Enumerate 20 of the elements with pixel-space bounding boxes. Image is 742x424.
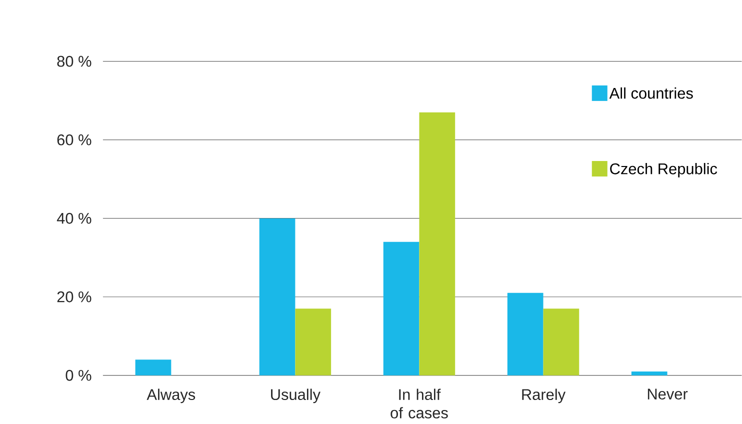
x-tick-label: Never bbox=[648, 388, 688, 400]
bar bbox=[259, 218, 296, 376]
x-tick-label: In half of cases bbox=[390, 388, 448, 419]
y-tick-label: 20 % bbox=[57, 292, 92, 303]
legend-label: All countries bbox=[609, 88, 693, 99]
x-tick-label: Always bbox=[146, 388, 196, 404]
y-tick-label: 40 % bbox=[56, 213, 92, 224]
bar bbox=[543, 308, 580, 376]
legend-label: Czech Republic bbox=[610, 163, 718, 178]
bar bbox=[631, 372, 668, 376]
x-tick-label: Rarely bbox=[522, 388, 566, 404]
bar bbox=[507, 293, 544, 376]
bar bbox=[383, 242, 420, 376]
bar bbox=[419, 112, 456, 376]
y-tick-label: 80 % bbox=[57, 56, 92, 68]
y-tick-label: 60 % bbox=[57, 134, 92, 146]
bar bbox=[135, 360, 172, 376]
x-tick-label: Usually bbox=[271, 388, 320, 404]
y-tick-label: 0 % bbox=[66, 370, 92, 382]
bar bbox=[295, 308, 332, 376]
